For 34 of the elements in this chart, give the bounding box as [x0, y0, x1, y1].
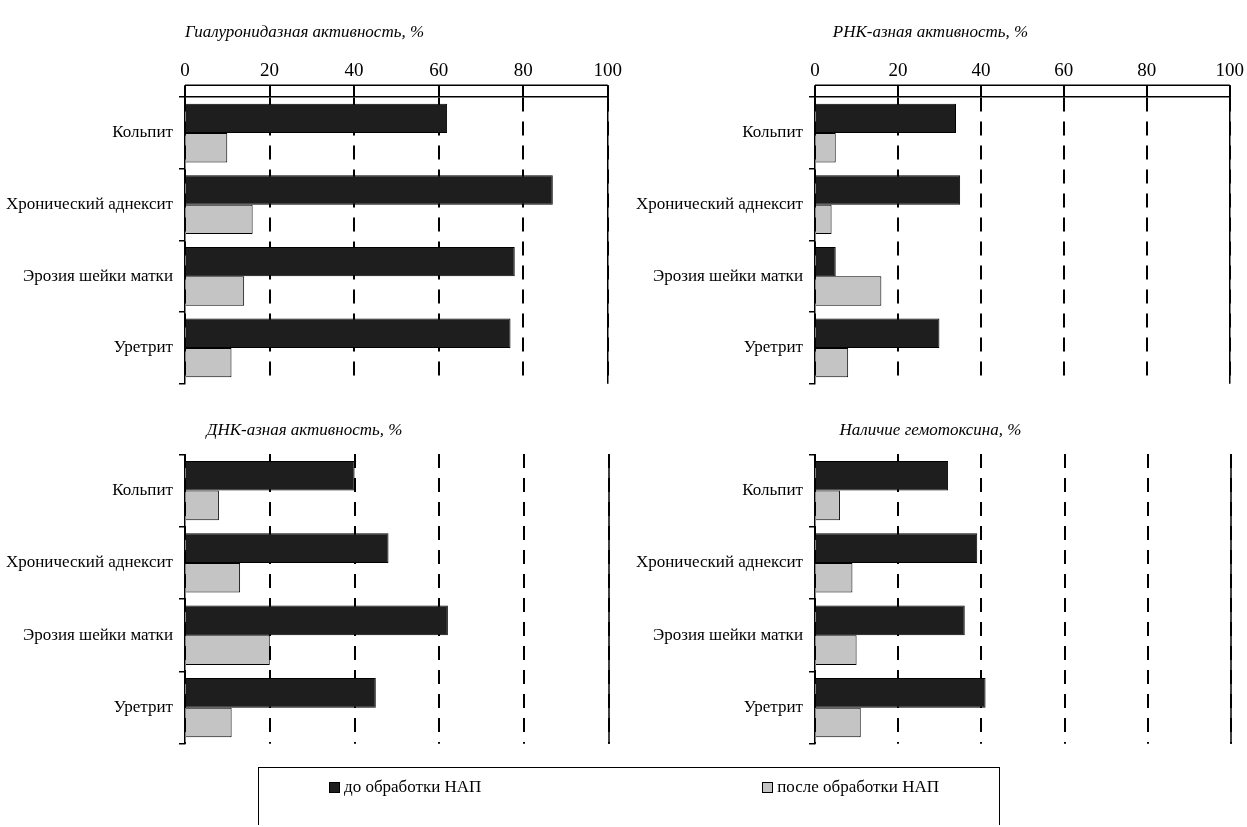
x-tick-label: 0 [810, 58, 820, 80]
y-tick-label: Кольпит [112, 480, 174, 500]
y-tick-label: Эрозия шейки матки [23, 624, 173, 644]
legend-label: после обработки НАП [777, 777, 939, 797]
y-tick-label: Кольпит [742, 122, 804, 142]
y-tick-label: Кольпит [742, 480, 804, 500]
y-tick-label: Уретрит [743, 697, 804, 717]
y-tick-label: Эрозия шейки матки [653, 624, 803, 644]
chart-title: Гиалуронидазная активность, % [183, 21, 425, 41]
x-tick-label: 40 [971, 58, 991, 80]
x-tick-label: 0 [180, 58, 190, 80]
y-tick-label: Уретрит [113, 697, 174, 717]
x-tick-label: 80 [513, 58, 533, 80]
x-tick-label: 100 [593, 58, 622, 80]
x-tick-label: 80 [1137, 58, 1157, 80]
y-tick-label: Хронический аднексит [5, 552, 174, 572]
y-tick-label: Кольпит [112, 122, 174, 142]
x-tick-label: 40 [344, 58, 364, 80]
x-tick-label: 60 [1054, 58, 1074, 80]
x-tick-label: 20 [260, 58, 280, 80]
chart-title: Наличие гемотоксина, % [838, 419, 1022, 439]
chart-title: РНК-азная активность, % [831, 21, 1029, 41]
y-tick-label: Эрозия шейки матки [23, 265, 173, 285]
y-tick-label: Хронический аднексит [635, 194, 804, 214]
y-tick-label: Уретрит [743, 337, 804, 357]
x-tick-label: 100 [1215, 58, 1244, 80]
y-tick-label: Уретрит [113, 337, 174, 357]
y-tick-label: Хронический аднексит [5, 194, 174, 214]
y-tick-label: Хронический аднексит [635, 552, 804, 572]
x-tick-label: 20 [888, 58, 908, 80]
legend-label: до обработки НАП [344, 777, 482, 797]
chart-title: ДНК-азная активность, % [204, 419, 403, 439]
x-tick-label: 60 [429, 58, 449, 80]
y-tick-label: Эрозия шейки матки [653, 265, 803, 285]
